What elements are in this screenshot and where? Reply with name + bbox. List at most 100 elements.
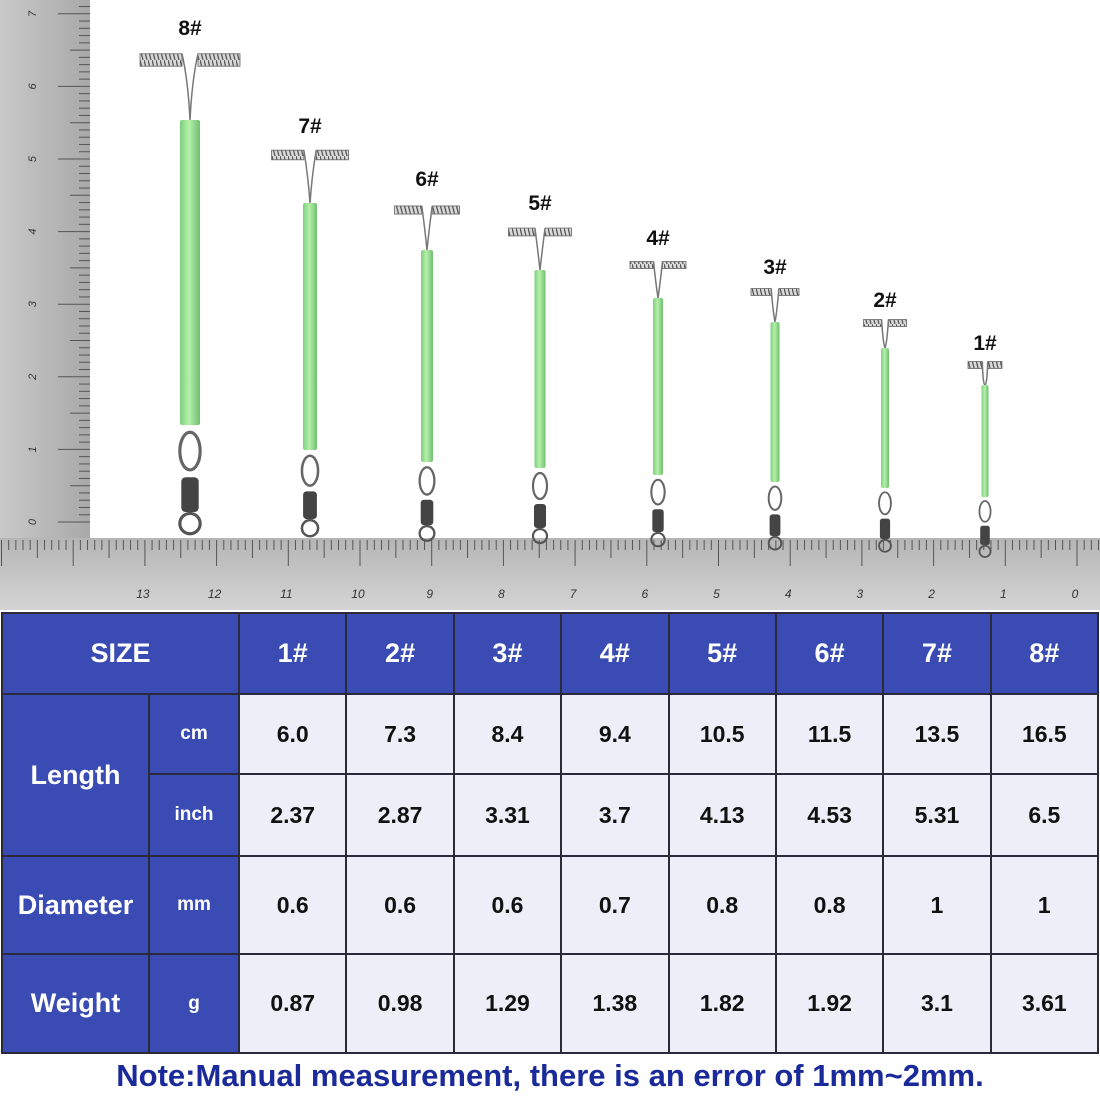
value-cell: 6.0 [238, 693, 348, 775]
value-cell: 0.6 [452, 855, 563, 955]
ring [767, 485, 783, 511]
value-cell: 1 [989, 855, 1100, 955]
spring [967, 361, 983, 369]
unit-cell: mm [147, 855, 241, 955]
value-cell: 2.37 [238, 773, 348, 857]
tube [881, 348, 889, 488]
spring [271, 149, 305, 161]
ruler-label: 10 [351, 587, 365, 601]
value-cell: 0.87 [238, 953, 348, 1054]
item-label: 3# [763, 256, 787, 279]
tube [421, 250, 433, 462]
value-cell: 0.6 [238, 855, 348, 955]
ruler-label: 3 [27, 300, 39, 307]
ruler-label: 0 [27, 518, 39, 525]
swivel [181, 477, 199, 512]
ring [418, 466, 436, 496]
data-row: Diameter mm 0.6 0.6 0.6 0.7 0.8 0.8 1 1 [1, 855, 1100, 955]
spring [315, 149, 349, 161]
item-label: 6# [415, 168, 439, 191]
ruler-label: 9 [426, 587, 433, 601]
spring [508, 227, 536, 237]
value-cell: 3.31 [452, 773, 563, 857]
spring [888, 319, 907, 327]
spring [197, 53, 241, 67]
ring [878, 491, 892, 516]
tube [770, 322, 780, 482]
spring [750, 288, 772, 296]
ruler-label: 13 [136, 587, 150, 601]
ruler-label: 4 [785, 587, 792, 601]
swivel [534, 504, 546, 528]
vertical-ruler [0, 0, 90, 538]
ring [650, 531, 666, 548]
unit-cell: cm [147, 693, 241, 775]
value-cell: 0.7 [560, 855, 670, 955]
value-cell: 1 [882, 855, 992, 955]
spring [544, 227, 572, 237]
item-label: 7# [298, 115, 322, 138]
value-cell: 8.4 [452, 693, 563, 775]
value-cell: 0.98 [345, 953, 455, 1054]
value-cell: 1.92 [774, 953, 885, 1054]
swivel [879, 518, 891, 539]
ring [531, 471, 549, 501]
value-cell: 16.5 [989, 693, 1100, 775]
spring [662, 261, 687, 269]
ring [978, 544, 992, 558]
value-cell: 0.6 [345, 855, 455, 955]
horizontal-ruler [0, 538, 1100, 610]
tube [653, 298, 663, 475]
value-cell: 4.53 [774, 773, 885, 857]
items: 8# 7# 6# 5# 4# 3# 2# 1# [139, 17, 1003, 558]
size-header: 1# [238, 612, 348, 695]
item-label: 8# [178, 17, 202, 40]
spring [987, 361, 1003, 369]
ring [650, 478, 666, 506]
ring [300, 454, 320, 487]
tube [180, 120, 200, 425]
ruler-label: 6 [641, 587, 648, 601]
header-row: SIZE 1# 2# 3# 4# 5# 6# 7# 8# [0, 612, 1100, 695]
wire [421, 205, 433, 251]
value-cell: 7.3 [345, 693, 455, 775]
spring [431, 205, 460, 215]
spec-table: SIZE 1# 2# 3# 4# 5# 6# 7# 8# Length cm 6.0 7.3 8.4 9.4… [0, 612, 1100, 1054]
spring [863, 319, 882, 327]
swivel [303, 491, 317, 519]
ruler-label: 5 [27, 155, 39, 162]
value-cell: 0.8 [667, 855, 777, 955]
wire [181, 53, 199, 121]
size-header: 6# [774, 612, 885, 695]
tube [534, 270, 546, 468]
spring [394, 205, 423, 215]
size-header: 3# [452, 612, 563, 695]
row-header: Diameter [1, 855, 150, 955]
note: Note:Manual measurement, there is an err… [116, 1058, 984, 1093]
size-header: 2# [345, 612, 455, 695]
value-cell: 13.5 [882, 693, 992, 775]
value-cell: 5.31 [882, 773, 992, 857]
ring [418, 524, 436, 542]
ruler-label: 1 [1000, 587, 1007, 601]
swivel [652, 509, 664, 532]
swivel [769, 514, 781, 536]
data-row: Weight g 0.87 0.98 1.29 1.38 1.82 1.92 3.1 3.61 [1, 953, 1100, 1054]
swivel [420, 499, 434, 525]
value-cell: 1.38 [560, 953, 670, 1054]
unit-cell: inch [147, 773, 241, 857]
wire [534, 227, 546, 271]
ruler-label: 5 [713, 587, 720, 601]
ring [178, 430, 202, 472]
value-cell: 9.4 [560, 693, 670, 775]
ruler-label: 7 [570, 587, 578, 601]
tube [981, 385, 989, 497]
value-cell: 4.13 [667, 773, 777, 857]
spring [629, 261, 654, 269]
spring [778, 288, 800, 296]
value-cell: 1.29 [452, 953, 563, 1054]
data-row: inch 2.37 2.87 3.31 3.7 4.13 4.53 5.31 6.5 [2, 773, 1100, 857]
value-cell: 0.8 [774, 855, 885, 955]
